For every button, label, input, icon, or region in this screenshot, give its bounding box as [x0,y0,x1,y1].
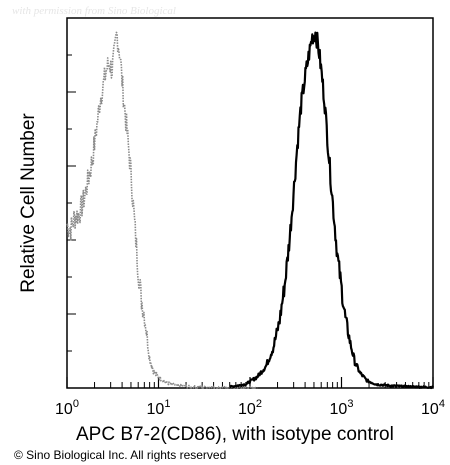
x-tick-label: 102 [238,398,262,418]
series-layer [66,31,434,390]
x-tick-label: 103 [330,398,354,418]
watermark-text: with permission from Sino Biological [12,5,176,17]
isotype-control-series-line [66,31,258,389]
x-tick-label: 100 [55,398,79,418]
x-tick-label: 101 [147,398,171,418]
y-axis-label: Relative Cell Number [18,113,39,293]
cd86-series-line [229,31,434,390]
y-axis-ticks [67,17,76,389]
x-axis-label: APC B7-2(CD86), with isotype control [76,424,394,445]
x-tick-label: 104 [421,398,445,418]
copyright-text: © Sino Biological Inc. All rights reserv… [14,448,226,462]
